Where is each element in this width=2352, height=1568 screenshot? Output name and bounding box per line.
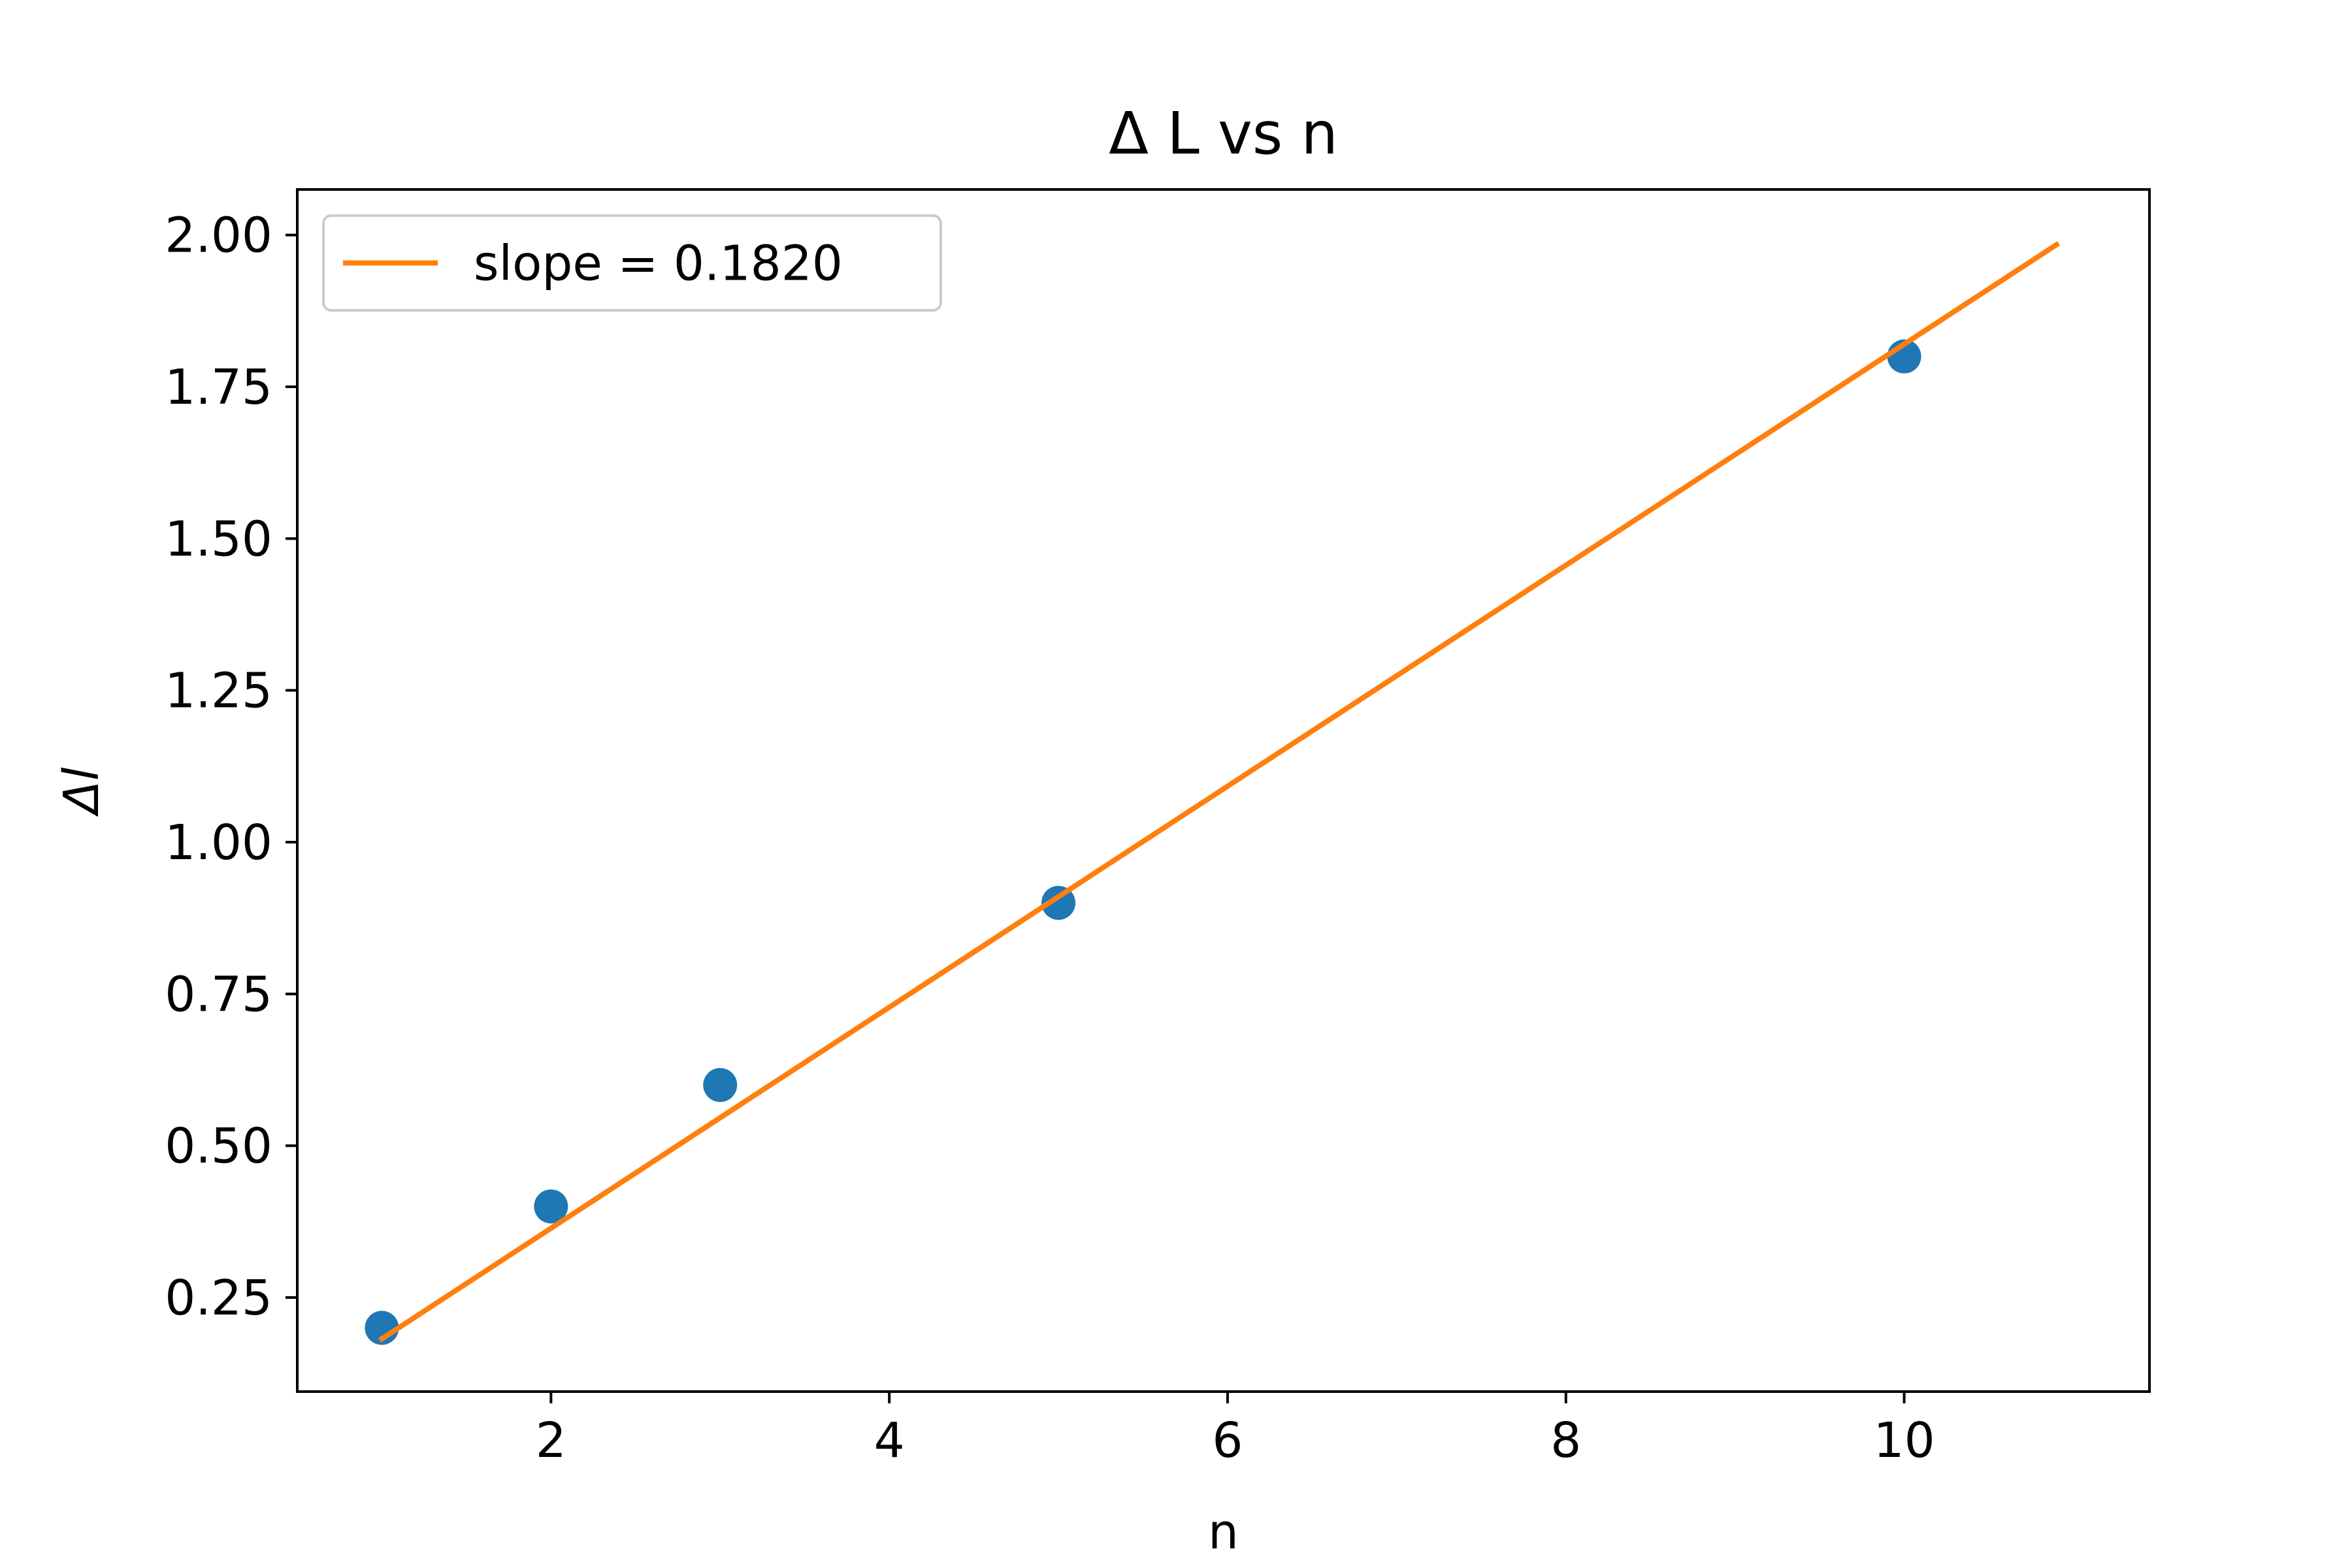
x-tick-label: 10: [1874, 1413, 1935, 1469]
x-axis: 2 4 6 8 10: [536, 1392, 1935, 1469]
x-tick-label: 4: [874, 1413, 905, 1469]
x-tick-label: 2: [536, 1413, 566, 1469]
plot-area: [296, 188, 2151, 1393]
y-axis: 0.25 0.50 0.75 1.00 1.25 1.50 1.75 2.00: [165, 208, 297, 1326]
fit-line: [378, 241, 2061, 1343]
y-tick-label: 0.75: [165, 966, 272, 1022]
y-tick-label: 2.00: [165, 208, 272, 264]
plot-frame: [296, 188, 2151, 1393]
data-point: [1041, 885, 1076, 920]
y-tick-label: 1.25: [165, 663, 272, 719]
y-tick-label: 1.00: [165, 815, 272, 871]
x-tick-label: 6: [1212, 1413, 1243, 1469]
legend-label: slope = 0.1820: [474, 236, 843, 292]
y-tick-label: 0.50: [165, 1119, 272, 1175]
y-tick-label: 0.25: [165, 1270, 272, 1326]
x-tick-label: 8: [1550, 1413, 1581, 1469]
y-tick-label: 1.50: [165, 511, 272, 567]
series-layer: [365, 241, 2061, 1345]
x-axis-label: n: [1208, 1504, 1239, 1560]
legend: slope = 0.1820: [322, 214, 942, 312]
data-point: [534, 1189, 568, 1224]
legend-frame: [322, 214, 942, 312]
y-axis-label: Δl: [54, 767, 110, 817]
data-point: [703, 1068, 738, 1102]
chart-title: Δ L vs n: [1109, 99, 1338, 167]
y-tick-label: 1.75: [165, 359, 272, 416]
